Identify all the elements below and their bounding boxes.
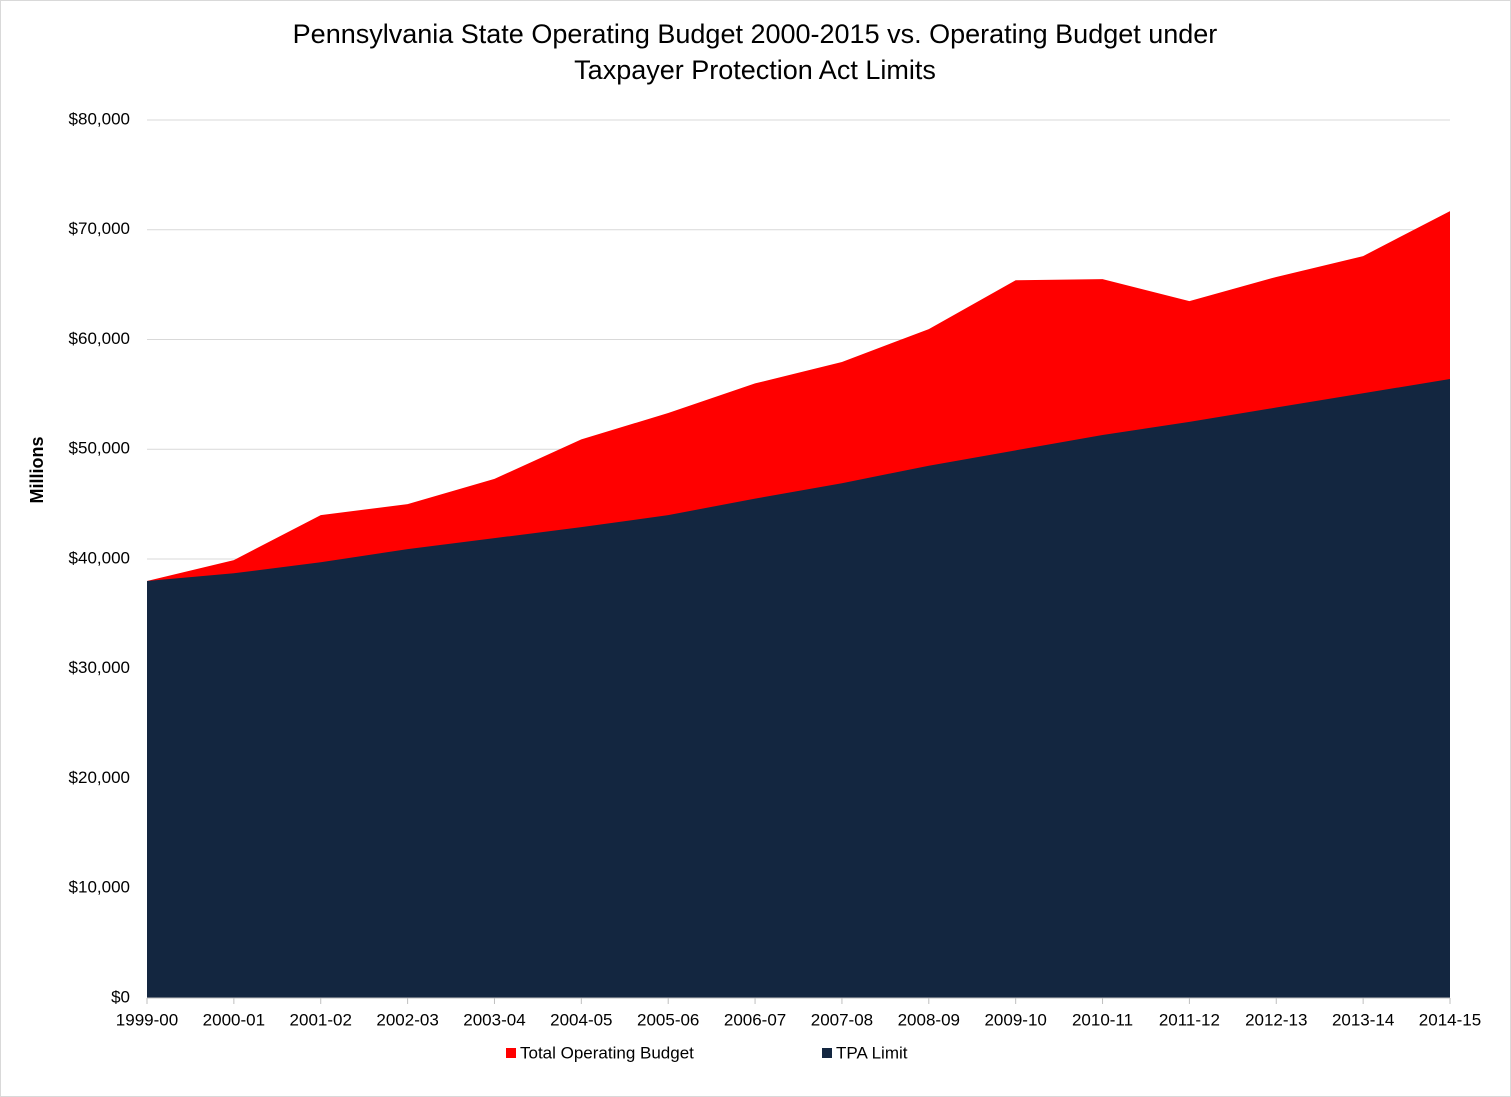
legend-swatch [506,1048,516,1058]
x-tick-label: 2002-03 [376,1010,438,1029]
chart-title: Pennsylvania State Operating Budget 2000… [293,19,1218,49]
x-tick-label: 2009-10 [984,1010,1046,1029]
x-tick-label: 2013-14 [1332,1010,1394,1029]
chart-subtitle: Taxpayer Protection Act Limits [574,55,936,85]
legend-label: TPA Limit [836,1043,908,1062]
y-tick-label: $30,000 [69,658,130,677]
legend-label: Total Operating Budget [520,1043,694,1062]
x-tick-label: 2005-06 [637,1010,699,1029]
x-tick-label: 2012-13 [1245,1010,1307,1029]
y-tick-label: $0 [111,987,130,1006]
x-tick-label: 2003-04 [463,1010,525,1029]
x-tick-label: 2008-09 [898,1010,960,1029]
y-tick-label: $20,000 [69,768,130,787]
x-tick-label: 2007-08 [811,1010,873,1029]
y-tick-label: $50,000 [69,439,130,458]
y-tick-label: $70,000 [69,219,130,238]
y-axis-label: Millions [27,437,47,504]
y-tick-label: $10,000 [69,878,130,897]
area [147,379,1450,998]
x-tick-label: 2004-05 [550,1010,612,1029]
y-tick-label: $40,000 [69,548,130,567]
x-tick-label: 2010-11 [1072,1010,1133,1029]
x-tick-label: 2006-07 [724,1010,786,1029]
legend-swatch [822,1048,832,1058]
x-tick-label: 1999-00 [116,1010,178,1029]
y-tick-label: $80,000 [69,109,130,128]
x-tick-label: 2014-15 [1419,1010,1481,1029]
x-tick-label: 2000-01 [203,1010,265,1029]
x-tick-label: 2001-02 [290,1010,352,1029]
x-tick-label: 2011-12 [1159,1010,1220,1029]
y-tick-label: $60,000 [69,329,130,348]
